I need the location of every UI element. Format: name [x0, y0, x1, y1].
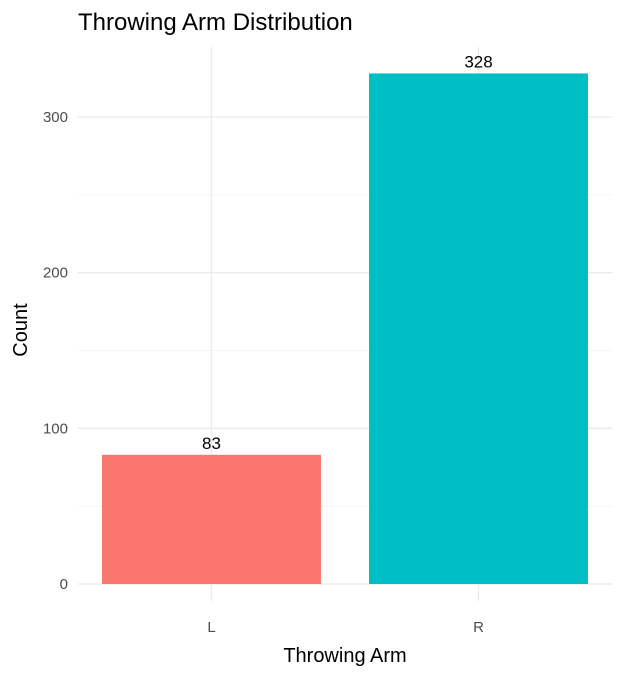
y-axis-title: Count	[10, 303, 32, 357]
bar-data-labels: 83 328	[202, 52, 493, 452]
y-tick-label: 200	[43, 265, 68, 282]
chart-title: Throwing Arm Distribution	[78, 9, 353, 36]
bar-r	[369, 73, 588, 584]
bar-value-label: 328	[464, 52, 492, 71]
y-tick-label: 300	[43, 109, 68, 126]
bar-value-label: 83	[202, 434, 221, 453]
x-axis-title: Throwing Arm	[283, 645, 406, 667]
y-axis-tick-labels: 0 100 200 300	[43, 109, 68, 593]
x-tick-label: R	[473, 619, 484, 636]
bar-l	[102, 454, 321, 584]
bars	[102, 73, 588, 584]
x-tick-label: L	[207, 619, 215, 636]
y-tick-label: 0	[60, 576, 68, 593]
y-tick-label: 100	[43, 420, 68, 437]
